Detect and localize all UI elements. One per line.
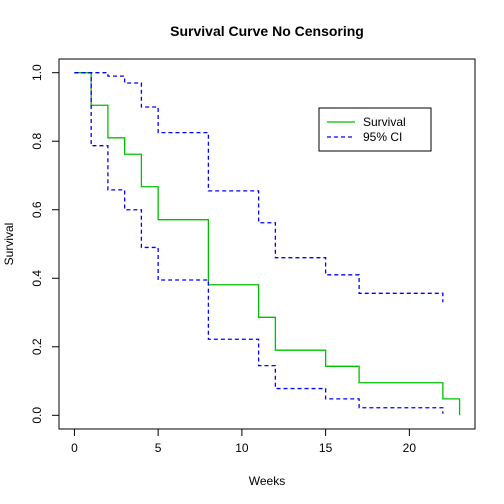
x-tick-label: 5 bbox=[155, 441, 162, 455]
y-tick-label: 0.6 bbox=[30, 201, 44, 218]
x-axis-label: Weeks bbox=[249, 474, 285, 488]
y-tick-label: 0.0 bbox=[30, 407, 44, 424]
ci-upper-curve bbox=[74, 72, 444, 303]
ci-lower-curve bbox=[74, 72, 444, 414]
y-axis: 0.0 0.2 0.4 0.6 0.8 1.0 bbox=[30, 64, 60, 424]
x-tick-label: 20 bbox=[403, 441, 417, 455]
legend-label-ci: 95% CI bbox=[363, 130, 402, 144]
y-tick-label: 0.4 bbox=[30, 270, 44, 287]
chart-title: Survival Curve No Censoring bbox=[170, 23, 364, 39]
x-tick-label: 0 bbox=[71, 441, 78, 455]
y-axis-label: Survival bbox=[2, 223, 16, 266]
x-tick-label: 10 bbox=[235, 441, 249, 455]
legend-label-survival: Survival bbox=[363, 115, 406, 129]
legend-box bbox=[318, 107, 432, 152]
legend: Survival 95% CI bbox=[318, 107, 432, 152]
series-layer bbox=[74, 72, 461, 416]
y-tick-label: 0.2 bbox=[30, 338, 44, 355]
y-tick-label: 1.0 bbox=[30, 64, 44, 81]
x-tick-label: 15 bbox=[319, 441, 333, 455]
y-tick-label: 0.8 bbox=[30, 133, 44, 150]
x-axis: 0 5 10 15 20 bbox=[71, 428, 417, 455]
